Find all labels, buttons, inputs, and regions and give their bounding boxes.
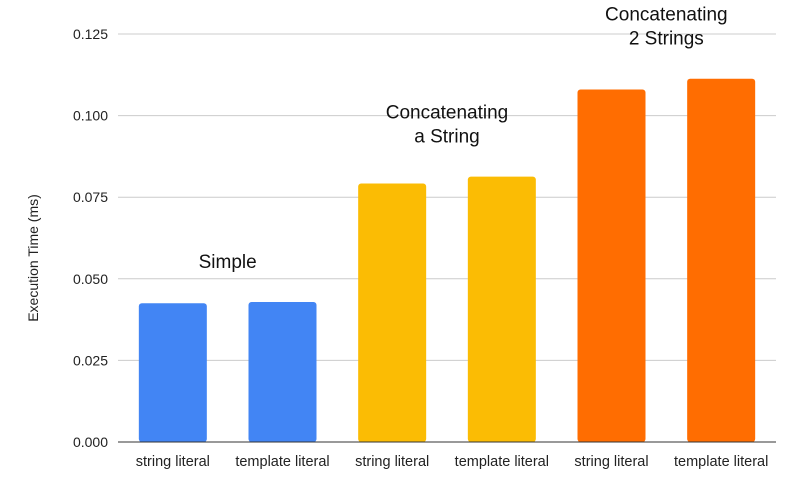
- y-tick-label: 0.025: [73, 352, 108, 368]
- y-axis-label: Execution Time (ms): [25, 194, 41, 322]
- y-tick-labels: 0.000 0.025 0.050 0.075 0.100 0.125: [73, 26, 108, 450]
- x-tick-labels: string literal template literal string lit…: [136, 454, 769, 470]
- y-tick-label: 0.075: [73, 189, 108, 205]
- x-tick-label: template literal: [455, 454, 549, 470]
- x-tick-label: string literal: [574, 454, 648, 470]
- group-annotation: Concatenating: [605, 5, 728, 26]
- group-annotation: Concatenating: [386, 103, 509, 124]
- y-tick-label: 0.100: [73, 108, 108, 124]
- group-annotation: a String: [414, 127, 479, 148]
- group-annotation: 2 Strings: [629, 29, 704, 50]
- x-tick-label: string literal: [136, 454, 210, 470]
- group-annotation: Simple: [199, 252, 257, 273]
- y-tick-label: 0.125: [73, 26, 108, 42]
- gridlines: [118, 33, 776, 361]
- x-tick-label: template literal: [674, 454, 768, 470]
- bar: [358, 183, 427, 442]
- bar: [577, 89, 646, 442]
- bars: [138, 78, 756, 443]
- bar: [248, 301, 317, 442]
- y-tick-label: 0.050: [73, 271, 108, 287]
- bar: [138, 303, 207, 442]
- bar: [687, 78, 756, 442]
- y-tick-label: 0.000: [73, 434, 108, 450]
- group-annotations: Simple Concatenating a String Concatenating…: [199, 5, 728, 273]
- x-tick-label: template literal: [235, 454, 329, 470]
- bar: [467, 176, 536, 443]
- x-tick-label: string literal: [355, 454, 429, 470]
